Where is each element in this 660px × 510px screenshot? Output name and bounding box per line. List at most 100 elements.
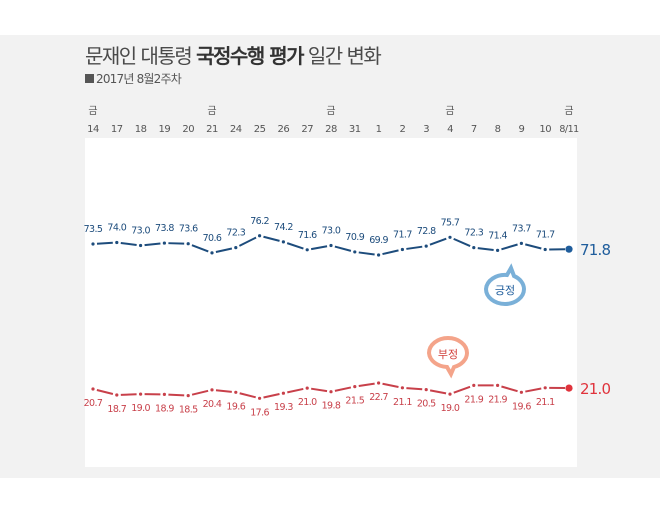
positive-legend-label: 긍정 — [495, 284, 515, 297]
negative-line-segment — [429, 389, 447, 395]
negative-value-label: 20.7 — [84, 398, 103, 409]
positive-line-segment — [96, 241, 113, 245]
negative-data-point — [472, 383, 476, 387]
positive-value-label: 71.4 — [488, 230, 507, 241]
positive-value-label: 73.7 — [512, 223, 531, 234]
x-tick-label: 31 — [349, 124, 361, 135]
positive-line-segment — [477, 247, 494, 251]
title-suffix: 일간 변화 — [303, 44, 382, 68]
negative-data-point — [234, 390, 238, 394]
positive-data-point — [472, 246, 476, 250]
x-tick-label: 27 — [301, 124, 313, 135]
negative-line-segment — [311, 387, 328, 393]
positive-value-label: 72.8 — [417, 226, 436, 237]
weekday-label: 금 — [88, 105, 97, 117]
negative-line-segment — [215, 389, 232, 393]
weekday-label: 금 — [326, 105, 335, 117]
negative-value-label: 21.1 — [393, 397, 412, 408]
negative-data-point — [91, 387, 95, 391]
positive-line-segment — [382, 249, 399, 256]
positive-value-label: 70.6 — [203, 233, 222, 244]
negative-data-point — [543, 386, 547, 390]
negative-legend-bubble — [426, 336, 470, 379]
positive-data-point — [496, 248, 500, 253]
positive-line-segment — [191, 244, 209, 253]
negative-value-label: 22.7 — [369, 392, 388, 403]
x-tick-label: 3 — [423, 124, 429, 135]
negative-data-point — [353, 385, 357, 389]
negative-value-label: 19.0 — [441, 403, 460, 414]
negative-value-label: 18.9 — [155, 403, 174, 414]
chart-title: 문재인 대통령 국정수행 평가 일간 변화 — [85, 40, 382, 69]
negative-data-point — [519, 390, 524, 394]
negative-value-label: 19.3 — [274, 402, 293, 413]
x-tick-label: 10 — [539, 124, 551, 135]
positive-line-segment — [215, 247, 233, 253]
x-tick-label: 2 — [399, 124, 405, 135]
positive-data-point — [186, 242, 190, 246]
positive-value-label: 72.3 — [226, 228, 245, 239]
x-tick-label: 20 — [182, 124, 194, 135]
negative-data-point — [115, 393, 119, 397]
x-tick-label: 18 — [135, 124, 147, 135]
weekday-label: 금 — [207, 105, 216, 117]
negative-line-segment — [287, 387, 304, 394]
title-prefix: 문재인 대통령 — [85, 44, 197, 68]
negative-value-label: 21.5 — [345, 396, 364, 407]
negative-value-label: 19.8 — [322, 401, 341, 412]
x-tick-label: 7 — [471, 124, 477, 135]
positive-value-label: 73.8 — [155, 223, 174, 234]
negative-data-point — [424, 388, 428, 392]
positive-value-label: 73.6 — [179, 224, 198, 235]
x-tick-label: 26 — [278, 124, 290, 135]
positive-legend-bubble — [483, 263, 527, 306]
positive-data-point — [543, 247, 547, 252]
negative-line-segment — [96, 389, 114, 395]
positive-data-point — [162, 241, 166, 245]
negative-value-label: 19.0 — [131, 403, 150, 414]
negative-data-point — [448, 392, 452, 396]
negative-value-label: 21.0 — [298, 397, 317, 408]
negative-value-label: 21.9 — [464, 394, 483, 405]
negative-line-segment — [358, 382, 375, 387]
positive-data-point — [377, 253, 381, 257]
positive-line-segment — [358, 251, 375, 256]
x-tick-label: 28 — [325, 124, 337, 135]
negative-data-point — [329, 390, 333, 394]
negative-data-point — [186, 394, 190, 398]
negative-line-segment — [120, 393, 137, 396]
positive-value-label: 75.7 — [441, 217, 460, 228]
negative-data-point — [162, 392, 166, 396]
positive-value-label: 73.0 — [322, 226, 341, 237]
positive-data-point — [400, 247, 404, 252]
x-tick-label: 17 — [111, 124, 123, 135]
positive-value-label: 72.3 — [464, 228, 483, 239]
negative-data-point — [139, 392, 143, 396]
x-tick-label: 4 — [447, 124, 453, 135]
negative-latest-value: 21.0 — [580, 380, 610, 398]
positive-line-segment — [144, 242, 161, 247]
positive-line-segment — [120, 241, 137, 247]
positive-value-label: 73.5 — [84, 224, 103, 235]
negative-data-point — [496, 383, 500, 387]
negative-data-point — [281, 391, 285, 395]
negative-data-point — [565, 384, 573, 392]
negative-data-point — [377, 381, 381, 385]
negative-value-label: 20.5 — [417, 399, 436, 410]
negative-line-segment — [263, 393, 280, 399]
negative-value-label: 17.6 — [250, 407, 269, 418]
positive-line-segment — [453, 237, 471, 247]
positive-line-segment — [286, 242, 304, 250]
positive-data-point — [424, 244, 428, 248]
chart-subtitle: 2017년 8월2주차 — [85, 70, 182, 87]
negative-value-label: 21.9 — [488, 394, 507, 405]
positive-data-point — [305, 248, 309, 252]
negative-value-label: 18.7 — [107, 404, 126, 415]
negative-line-segment — [191, 389, 209, 396]
x-tick-label: 24 — [230, 124, 242, 135]
positive-line-segment — [238, 236, 257, 247]
positive-line-segment — [310, 245, 328, 251]
weekday-label: 금 — [445, 105, 454, 117]
square-bullet-icon — [85, 74, 94, 83]
positive-data-point — [565, 245, 573, 253]
